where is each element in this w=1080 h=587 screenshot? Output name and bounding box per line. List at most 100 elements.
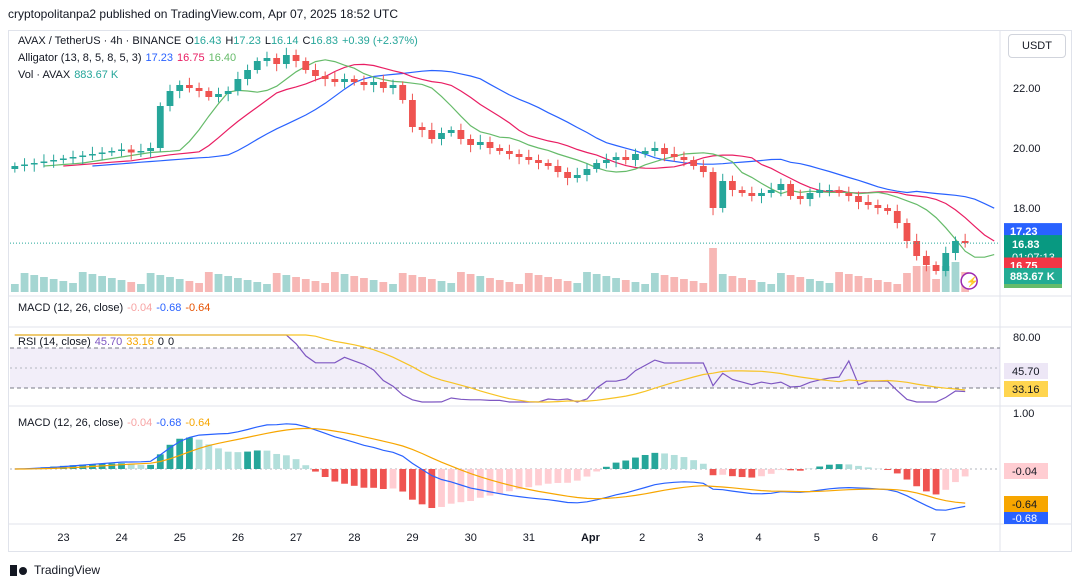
macd-histogram-bar bbox=[506, 469, 513, 492]
macd-histogram-bar bbox=[738, 469, 746, 478]
macd-histogram-bar bbox=[564, 469, 571, 483]
alligator-teeth: 16.75 bbox=[177, 52, 205, 64]
candle-body bbox=[108, 151, 116, 153]
macd-histogram-bar bbox=[302, 465, 310, 469]
footer-brand[interactable]: TradingView bbox=[10, 563, 100, 577]
time-tick-label: 24 bbox=[116, 532, 128, 544]
candle-body bbox=[118, 149, 125, 151]
volume-bar bbox=[457, 272, 465, 292]
volume-bar bbox=[806, 279, 814, 292]
volume-bar bbox=[476, 276, 485, 292]
candle-body bbox=[195, 88, 203, 91]
volume-bar bbox=[30, 275, 39, 292]
badge-rsi-text: 45.70 bbox=[1012, 366, 1040, 378]
badge-macd-macd-text: -0.68 bbox=[1012, 513, 1037, 525]
macd-histogram-bar bbox=[195, 439, 203, 469]
candle-body bbox=[903, 223, 911, 241]
candle-body bbox=[234, 79, 242, 91]
candle-body bbox=[699, 166, 707, 172]
volume-bar bbox=[835, 272, 843, 292]
ohlc-high-label: H bbox=[225, 35, 234, 47]
price-tick-label: 20.00 bbox=[1013, 143, 1041, 155]
macd-histogram-bar bbox=[244, 451, 251, 469]
macd-histogram-bar bbox=[127, 464, 135, 469]
candle-body bbox=[661, 148, 668, 154]
candle-body bbox=[932, 265, 940, 271]
macd-legend[interactable]: MACD (12, 26, close) -0.04 -0.68 -0.64 bbox=[18, 417, 214, 429]
candle-body bbox=[447, 130, 455, 133]
macd-signal: -0.64 bbox=[185, 417, 211, 429]
tradingview-logo-icon bbox=[10, 564, 28, 576]
candle-body bbox=[515, 154, 523, 157]
volume-bar bbox=[922, 266, 931, 292]
badge-macd-hist-text: -0.04 bbox=[1012, 466, 1037, 478]
candle-body bbox=[282, 55, 290, 64]
macd-histogram-bar bbox=[263, 450, 271, 469]
macd-histogram-bar bbox=[399, 469, 407, 492]
candle-body bbox=[40, 161, 48, 163]
macd-histogram-bar bbox=[370, 469, 378, 488]
macd-legend-main[interactable]: MACD (12, 26, close) -0.04 -0.68 -0.64 bbox=[18, 302, 214, 314]
volume-bar bbox=[195, 283, 203, 292]
rsi-legend[interactable]: RSI (14, close) 45.70 33.16 0 0 bbox=[18, 336, 178, 348]
candle-body bbox=[321, 76, 329, 79]
alligator-legend[interactable]: Alligator (13, 8, 5, 8, 5, 3) 17.23 16.75 1… bbox=[18, 52, 240, 64]
symbol-legend[interactable]: AVAX / TetherUS · 4h · BINANCE O16.43 H17.… bbox=[18, 35, 422, 47]
badge-rsi-ma bbox=[1004, 381, 1048, 397]
volume-bar bbox=[689, 281, 698, 292]
volume-bar bbox=[398, 273, 407, 292]
volume-bar bbox=[777, 273, 785, 292]
volume-bar bbox=[466, 274, 475, 292]
macd-histogram-bar bbox=[612, 462, 620, 469]
candle-body bbox=[496, 148, 504, 151]
volume-bar bbox=[815, 281, 824, 292]
ohlc-high: 17.23 bbox=[233, 35, 261, 47]
candle-body bbox=[864, 202, 872, 205]
macd-histogram-bar bbox=[884, 469, 891, 471]
candle-body bbox=[156, 106, 164, 148]
macd-histogram-bar bbox=[428, 469, 436, 509]
macd-histogram-bar bbox=[670, 454, 678, 469]
volume-bar bbox=[204, 272, 213, 292]
price-tick-label: 18.00 bbox=[1013, 203, 1041, 215]
ohlc-low-label: L bbox=[264, 35, 271, 47]
candle-body bbox=[796, 196, 804, 199]
volume-bar bbox=[660, 275, 669, 292]
time-tick-label: 27 bbox=[290, 532, 302, 544]
candle-body bbox=[273, 58, 281, 64]
macd-histogram-bar bbox=[438, 469, 445, 507]
candle-body bbox=[331, 79, 339, 82]
volume-bar bbox=[854, 276, 863, 292]
volume-legend[interactable]: Vol · AVAX 883.67 K bbox=[18, 69, 122, 81]
candle-body bbox=[544, 163, 552, 166]
time-tick-label: 30 bbox=[465, 532, 477, 544]
ohlc-low: 16.14 bbox=[270, 35, 299, 47]
badge-macd-signal-text: -0.64 bbox=[1012, 499, 1037, 511]
volume-bar bbox=[903, 273, 911, 292]
time-tick-label: 5 bbox=[814, 532, 820, 544]
volume-bar bbox=[282, 275, 291, 292]
volume-bar bbox=[844, 274, 853, 292]
candle-body bbox=[302, 61, 310, 70]
candle-body bbox=[21, 164, 28, 166]
volume-bar bbox=[437, 281, 446, 292]
candle-body bbox=[457, 130, 465, 139]
macd-histogram-bar bbox=[758, 469, 765, 477]
candle-body bbox=[893, 211, 901, 223]
volume-bar bbox=[912, 266, 921, 292]
time-tick-label: 6 bbox=[872, 532, 878, 544]
macd-histogram-bar bbox=[583, 469, 591, 477]
time-tick-label: 31 bbox=[523, 532, 535, 544]
currency-button[interactable]: USDT bbox=[1008, 34, 1066, 58]
macd-histogram-bar bbox=[447, 469, 455, 504]
symbol-name[interactable]: AVAX / TetherUS · 4h · BINANCE bbox=[18, 35, 182, 47]
candle-body bbox=[651, 148, 659, 151]
macd-histogram-bar bbox=[409, 469, 416, 500]
time-tick-label: 4 bbox=[756, 532, 762, 544]
volume-bar bbox=[515, 284, 523, 292]
macd-histogram-bar bbox=[108, 463, 116, 469]
time-tick-label: 2 bbox=[639, 532, 645, 544]
badge-rsi bbox=[1004, 363, 1048, 379]
volume-bar bbox=[166, 277, 174, 292]
